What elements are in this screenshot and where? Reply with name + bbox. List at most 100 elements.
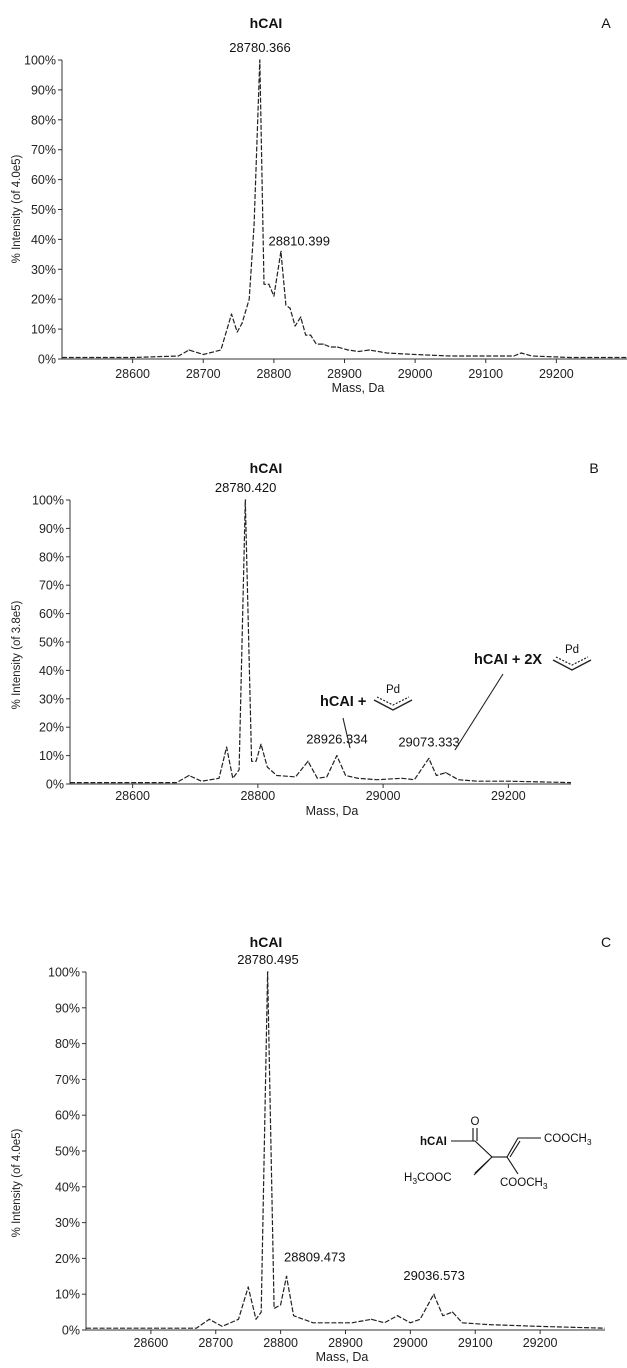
peak-label: 29073.333: [398, 734, 459, 749]
y-tick-label: 80%: [31, 113, 56, 127]
y-axis-label: % Intensity (of 3.8e5): [11, 600, 23, 709]
panel-b: B hCAI Mass, Da % Intensity (of 3.8e5) 0…: [11, 460, 599, 818]
y-tick-label: 0%: [46, 778, 64, 792]
y-tick-label: 30%: [39, 692, 64, 706]
annotation-text: hCAI + 2X: [474, 652, 542, 668]
y-tick-label: 90%: [55, 1001, 80, 1015]
ester-right-top: COOCH3: [544, 1133, 592, 1147]
pd-label: Pd: [386, 684, 400, 696]
y-tick-label: 10%: [55, 1288, 80, 1302]
peak-markers: [208, 971, 454, 1320]
chemical-structure: hCAI O COOCH3 H3COOC COOCH3: [404, 1116, 592, 1191]
peak-point: [208, 1318, 210, 1320]
peak-point: [259, 59, 261, 61]
x-tick-label: 29000: [398, 367, 433, 381]
peak-point: [280, 250, 282, 252]
peak-point: [245, 499, 247, 501]
peak-label: 28780.366: [229, 40, 290, 55]
structure-bonds: [451, 1128, 541, 1176]
peak-point: [260, 743, 262, 745]
allyl-icon: [373, 696, 413, 711]
x-ticks: 28600 28700 28800 28900 29000 29100 29200: [115, 359, 574, 381]
peak-point: [225, 746, 228, 748]
peak-point: [520, 352, 522, 354]
panel-a: A hCAI Mass, Da % Intensity (of 4.0e5) 0…: [11, 15, 627, 395]
peak-point: [230, 313, 233, 315]
peak-point: [286, 1275, 288, 1277]
x-axis-label: Mass, Da: [316, 1350, 369, 1363]
peak-labels: 28780.495 28809.473 29036.573: [237, 952, 465, 1283]
panel-letter: B: [589, 460, 598, 476]
peak-label: 28926.334: [306, 732, 367, 747]
y-tick-label: 80%: [39, 550, 64, 564]
y-tick-label: 0%: [62, 1324, 80, 1338]
peak-point: [310, 334, 312, 336]
x-tick-label: 28700: [186, 367, 221, 381]
annotation-leader-line: [342, 717, 351, 749]
y-tick-label: 70%: [55, 1073, 80, 1087]
x-tick-label: 29200: [491, 789, 526, 803]
x-tick-label: 29200: [539, 367, 574, 381]
y-tick-label: 50%: [55, 1145, 80, 1159]
y-tick-label: 10%: [39, 749, 64, 763]
x-tick-label: 29200: [523, 1336, 558, 1350]
peak-point: [370, 1318, 373, 1320]
x-tick-label: 28600: [133, 1336, 168, 1350]
y-tick-label: 60%: [55, 1109, 80, 1123]
peak-point: [300, 316, 302, 318]
x-tick-label: 28900: [327, 367, 362, 381]
y-tick-label: 70%: [39, 579, 64, 593]
panel-letter: A: [601, 15, 611, 31]
x-axis-label: Mass, Da: [332, 381, 385, 395]
peak-point: [357, 777, 359, 779]
allyl-icon: [552, 656, 592, 671]
protein-label: hCAI: [420, 1136, 447, 1148]
peak-point: [336, 346, 339, 348]
x-tick-label: 28600: [115, 367, 150, 381]
x-tick-label: 28900: [328, 1336, 363, 1350]
peak-point: [307, 760, 309, 762]
carbonyl-oxygen: O: [471, 1116, 480, 1128]
y-tick-label: 80%: [55, 1037, 80, 1051]
peak-label: 28780.420: [215, 480, 276, 495]
peak-point: [428, 757, 430, 760]
x-tick-label: 28700: [198, 1336, 233, 1350]
y-tick-label: 20%: [55, 1252, 80, 1266]
pd-label: Pd: [565, 644, 579, 656]
peak-point: [268, 283, 270, 285]
x-tick-label: 28800: [256, 367, 291, 381]
y-tick-label: 50%: [39, 636, 64, 650]
y-tick-label: 100%: [24, 54, 56, 68]
spectrum-trace: [86, 971, 606, 1329]
y-tick-label: 90%: [39, 522, 64, 536]
y-ticks: 0% 10% 20% 30% 40% 50% 60% 70% 80% 90% 100%: [48, 966, 86, 1338]
y-tick-label: 70%: [31, 143, 56, 157]
y-tick-label: 0%: [38, 353, 56, 367]
peak-point: [445, 772, 447, 774]
y-tick-label: 30%: [55, 1216, 80, 1230]
peak-point: [188, 774, 190, 777]
x-tick-label: 29000: [366, 789, 401, 803]
peak-point: [267, 971, 269, 973]
y-tick-label: 100%: [32, 494, 64, 508]
x-tick-label: 28800: [263, 1336, 298, 1350]
y-tick-label: 40%: [55, 1180, 80, 1194]
peak-labels: 28780.366 28810.399: [229, 40, 330, 248]
x-tick-label: 29100: [468, 367, 503, 381]
x-ticks: 28600 28700 28800 28900 29000 29100 29200: [133, 1330, 558, 1350]
x-tick-label: 29000: [393, 1336, 428, 1350]
peak-point: [322, 343, 324, 345]
peak-label: 29036.573: [403, 1268, 464, 1283]
peak-point: [451, 1311, 454, 1313]
chart-title: hCAI: [250, 15, 283, 31]
y-axis-label: % Intensity (of 4.0e5): [11, 154, 23, 263]
peak-label: 28780.495: [237, 952, 298, 967]
peak-point: [433, 1293, 435, 1295]
y-tick-label: 30%: [31, 263, 56, 277]
y-tick-label: 60%: [39, 607, 64, 621]
y-tick-label: 40%: [39, 664, 64, 678]
y-tick-label: 100%: [48, 966, 80, 980]
x-axis-label: Mass, Da: [306, 804, 359, 818]
y-ticks: 0% 10% 20% 30% 40% 50% 60% 70% 80% 90% 100%: [24, 54, 62, 367]
peak-point: [247, 1286, 249, 1288]
